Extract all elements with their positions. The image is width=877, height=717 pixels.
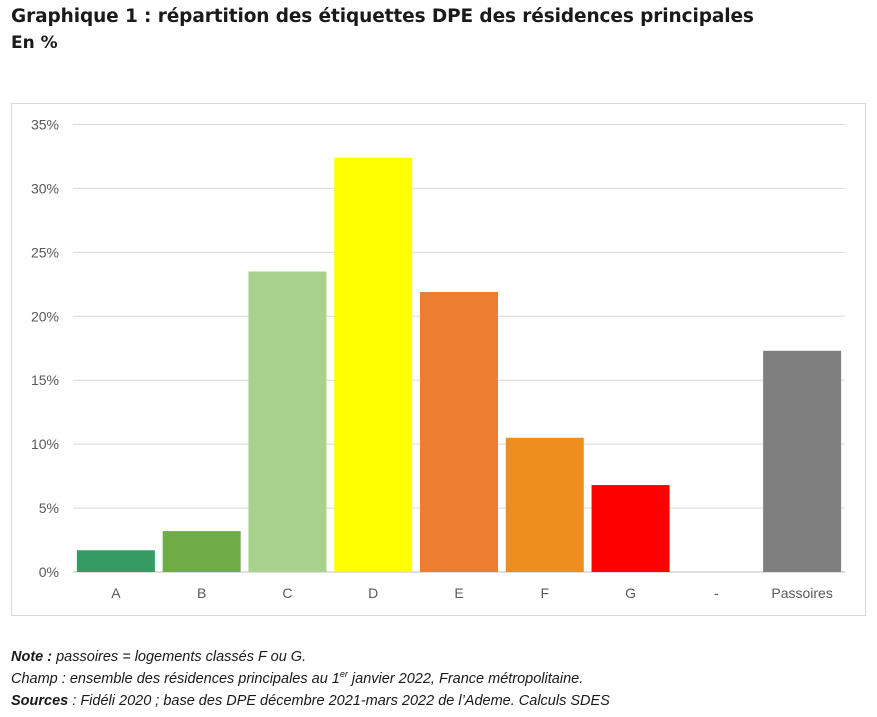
x-tick-label: -	[714, 585, 719, 601]
bar-e	[420, 291, 498, 572]
chart-title: Graphique 1 : répartition des étiquettes…	[11, 6, 754, 27]
bar-d	[334, 157, 413, 572]
x-tick-label: D	[368, 585, 378, 601]
bar-f	[505, 437, 584, 572]
x-tick-label: G	[625, 585, 636, 601]
y-tick-label: 0%	[39, 564, 59, 580]
x-tick-label: C	[282, 585, 292, 601]
y-tick-label: 5%	[39, 500, 59, 516]
x-tick-label: B	[197, 585, 206, 601]
y-tick-label: 25%	[31, 244, 59, 260]
bar-chart: 0% 5% 10% 15% 20% 25% 30% 35% A B C D E F G - Passoires	[31, 117, 845, 601]
y-tick-label: 35%	[31, 117, 59, 133]
x-tick-label: Passoires	[771, 585, 832, 601]
y-axis-ticks: 0% 5% 10% 15% 20% 25% 30% 35%	[31, 117, 59, 581]
x-tick-label: E	[454, 585, 463, 601]
y-tick-label: 10%	[31, 436, 59, 452]
chart-subtitle: En %	[11, 33, 58, 53]
chart-frame	[11, 103, 866, 616]
sources-text: : Fidéli 2020 ; base des DPE décembre 20…	[68, 693, 610, 709]
champ-sup: er	[339, 669, 348, 680]
note-line: Note : passoires = logements classés F o…	[11, 646, 610, 668]
sources-line: Sources : Fidéli 2020 ; base des DPE déc…	[11, 690, 610, 712]
y-tick-label: 20%	[31, 308, 59, 324]
note-text: passoires = logements classés F ou G.	[52, 649, 307, 665]
bar-b	[162, 531, 241, 572]
y-tick-label: 30%	[31, 180, 59, 196]
bar-g	[591, 485, 670, 572]
x-axis-ticks: A B C D E F G - Passoires	[111, 585, 833, 601]
chart-notes: Note : passoires = logements classés F o…	[11, 646, 610, 712]
bar-passoires	[763, 350, 842, 572]
x-tick-label: F	[540, 585, 549, 601]
x-tick-label: A	[111, 585, 121, 601]
champ-line: Champ : ensemble des résidences principa…	[11, 668, 610, 690]
bars	[76, 157, 842, 572]
champ-rest: janvier 2022, France métropolitaine.	[347, 671, 584, 687]
note-label: Note :	[11, 649, 53, 665]
bar-c	[248, 271, 327, 572]
bar-a	[76, 550, 155, 572]
champ-text: Champ : ensemble des résidences principa…	[11, 671, 340, 687]
y-tick-label: 15%	[31, 372, 59, 388]
sources-label: Sources	[11, 693, 69, 709]
